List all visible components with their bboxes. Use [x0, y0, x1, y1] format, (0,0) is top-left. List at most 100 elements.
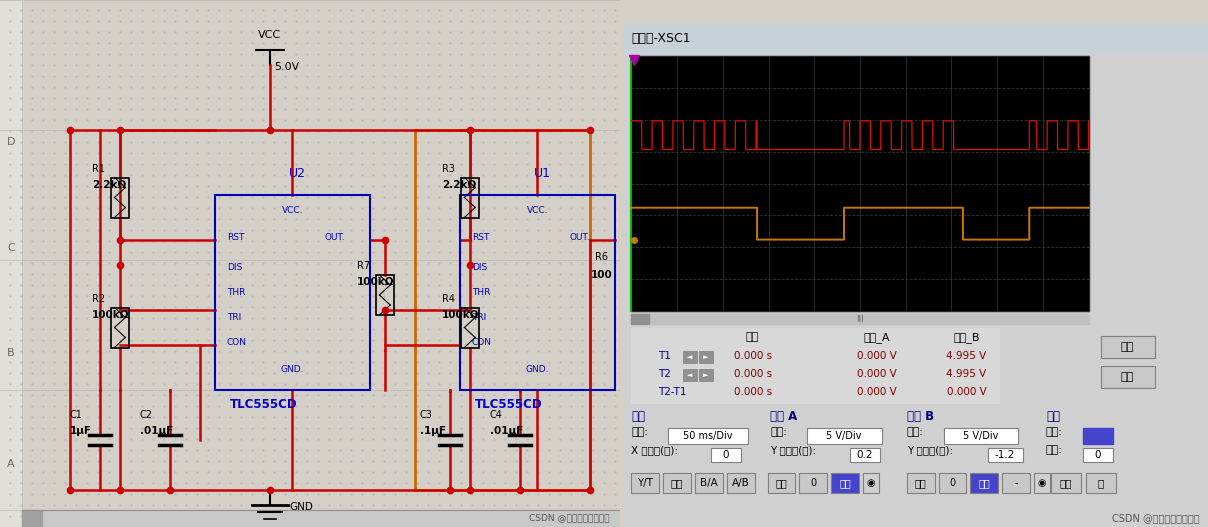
Bar [683, 351, 697, 363]
Text: ►: ► [703, 372, 709, 378]
Bar [22, 510, 620, 527]
Text: -1.2: -1.2 [995, 450, 1016, 460]
Text: 添加: 添加 [670, 478, 684, 488]
Bar [632, 328, 999, 403]
Text: 100: 100 [591, 270, 612, 280]
Bar [939, 473, 966, 493]
Text: D: D [7, 138, 16, 147]
Text: 正: 正 [1098, 478, 1104, 488]
Text: VCC.: VCC. [527, 206, 548, 215]
Text: GND: GND [290, 502, 314, 512]
Bar [695, 473, 722, 493]
Text: R2: R2 [92, 294, 105, 304]
Text: TRI: TRI [227, 313, 242, 322]
Bar [1086, 473, 1115, 493]
Text: 触发: 触发 [1046, 410, 1059, 423]
Text: .01μF: .01μF [140, 426, 173, 436]
Bar [632, 314, 649, 324]
Bar [907, 473, 935, 493]
Text: 1μF: 1μF [70, 426, 92, 436]
Text: C2: C2 [140, 410, 153, 420]
Text: OUT.: OUT. [325, 233, 345, 242]
Text: A: A [7, 459, 14, 469]
Text: 交流: 交流 [914, 478, 927, 488]
Text: OUT.: OUT. [570, 233, 591, 242]
Text: VCC.: VCC. [281, 206, 303, 215]
Bar [663, 473, 691, 493]
Text: CSDN @智者知已应修善业: CSDN @智者知已应修善业 [529, 513, 610, 522]
Text: 0: 0 [1094, 450, 1100, 460]
Text: R7: R7 [356, 261, 370, 271]
Text: 通道 A: 通道 A [771, 410, 797, 423]
Text: -: - [1015, 478, 1018, 488]
Text: 100kΩ: 100kΩ [356, 277, 394, 287]
Text: 0.000 V: 0.000 V [856, 387, 896, 397]
Bar [460, 307, 478, 347]
Text: 标度:: 标度: [632, 427, 649, 437]
Text: ►: ► [703, 354, 709, 360]
Text: 2.2kΩ: 2.2kΩ [442, 180, 476, 190]
Text: U1: U1 [534, 167, 551, 180]
Bar [800, 473, 827, 493]
Text: RST: RST [472, 233, 489, 242]
Text: 刻度:: 刻度: [907, 427, 924, 437]
Text: Y/T: Y/T [637, 478, 654, 488]
Text: B: B [7, 348, 14, 358]
Text: 0: 0 [811, 478, 817, 488]
Text: CON: CON [472, 338, 492, 347]
Bar [22, 510, 42, 527]
Bar [376, 275, 394, 315]
Text: 100kΩ: 100kΩ [92, 309, 129, 319]
Bar [414, 130, 590, 490]
Bar [460, 178, 478, 218]
Text: 0.000 s: 0.000 s [733, 387, 772, 397]
Bar [1082, 448, 1113, 462]
Text: CSDN @智者知已应修善业: CSDN @智者知已应修善业 [1113, 513, 1200, 523]
Text: DIS: DIS [472, 263, 487, 272]
Bar [632, 473, 660, 493]
Bar [831, 473, 859, 493]
Bar [850, 448, 879, 462]
Text: TRI: TRI [472, 313, 486, 322]
Text: B/A: B/A [699, 478, 718, 488]
Text: X 轴位移(格):: X 轴位移(格): [632, 445, 678, 455]
Text: R4: R4 [442, 294, 454, 304]
Text: R3: R3 [442, 163, 454, 173]
Bar [767, 473, 795, 493]
Text: 50 ms/Div: 50 ms/Div [683, 431, 732, 441]
Text: 0.000 s: 0.000 s [733, 351, 772, 361]
Text: THR: THR [472, 288, 490, 297]
Text: C4: C4 [489, 410, 503, 420]
Bar [699, 369, 713, 381]
Bar [1100, 366, 1155, 388]
Bar [807, 428, 882, 444]
Text: C: C [7, 243, 14, 252]
Bar [0, 0, 22, 527]
Text: 0: 0 [949, 478, 956, 488]
Bar [460, 195, 615, 390]
Text: 4.995 V: 4.995 V [946, 369, 987, 379]
Text: R6: R6 [594, 252, 608, 262]
Text: DIS: DIS [227, 263, 242, 272]
Bar [632, 314, 1088, 324]
Text: TLC555CD: TLC555CD [230, 398, 297, 411]
Bar [111, 307, 129, 347]
Bar [970, 473, 998, 493]
Bar [111, 178, 129, 218]
Text: ◉: ◉ [866, 478, 875, 488]
Text: 边沿:: 边沿: [1046, 427, 1063, 437]
Bar [988, 448, 1023, 462]
Text: VCC: VCC [259, 30, 281, 40]
Bar [943, 428, 1018, 444]
Text: 通道 B: 通道 B [907, 410, 934, 423]
Bar [1034, 473, 1050, 493]
Text: 2.2kΩ: 2.2kΩ [92, 180, 126, 190]
Text: 0.000 V: 0.000 V [947, 387, 986, 397]
Text: ◄: ◄ [687, 372, 692, 378]
Text: 0: 0 [722, 450, 728, 460]
Text: 直流: 直流 [840, 478, 850, 488]
Text: 保存: 保存 [1121, 372, 1134, 382]
Text: 刻度:: 刻度: [771, 427, 788, 437]
Bar [623, 408, 1208, 518]
Text: THR: THR [227, 288, 245, 297]
